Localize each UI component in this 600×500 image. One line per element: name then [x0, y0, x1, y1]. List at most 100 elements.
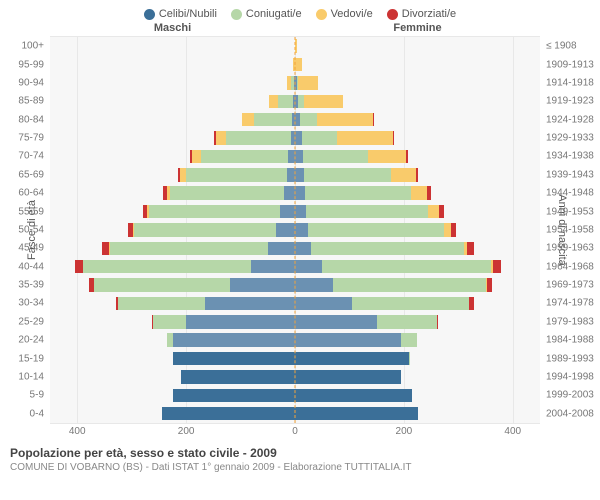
- age-row: 50-541954-1958: [50, 221, 540, 239]
- bar-segment: [295, 389, 412, 403]
- age-label: 80-84: [6, 114, 50, 125]
- bar-segment: [295, 150, 303, 164]
- bar-segment: [205, 297, 295, 311]
- header-male: Maschi: [50, 22, 295, 34]
- age-row: 20-241984-1988: [50, 331, 540, 349]
- legend-item: Coniugati/e: [231, 8, 302, 20]
- bar-segment: [118, 297, 205, 311]
- legend-swatch: [231, 9, 242, 20]
- bar-segment: [377, 315, 437, 329]
- bar-segment: [280, 205, 295, 219]
- age-row: 60-641944-1948: [50, 184, 540, 202]
- bar-segment: [295, 168, 304, 182]
- bar-segment: [242, 113, 254, 127]
- bar-segment: [427, 186, 430, 200]
- x-tick: 400: [69, 426, 86, 437]
- age-label: 35-39: [6, 280, 50, 291]
- age-row: 15-191989-1993: [50, 349, 540, 367]
- bar-segment: [226, 131, 290, 145]
- pyramid-chart: Fasce di età Anni di nascita 100+≤ 19089…: [0, 36, 600, 424]
- bar-segment: [254, 113, 292, 127]
- age-row: 65-691939-1943: [50, 166, 540, 184]
- age-row: 0-42004-2008: [50, 405, 540, 423]
- legend-label: Vedovi/e: [331, 8, 373, 20]
- bar-segment: [186, 168, 287, 182]
- bar-segment: [83, 260, 252, 274]
- bar-segment: [295, 186, 305, 200]
- age-row: 35-391969-1973: [50, 276, 540, 294]
- birth-label: 1949-1953: [540, 206, 596, 217]
- bar-segment: [337, 131, 393, 145]
- age-label: 10-14: [6, 371, 50, 382]
- age-label: 85-89: [6, 96, 50, 107]
- bar-segment: [304, 168, 391, 182]
- age-label: 5-9: [6, 390, 50, 401]
- legend-label: Coniugati/e: [246, 8, 302, 20]
- bar-segment: [493, 260, 501, 274]
- bar-segment: [110, 242, 268, 256]
- bar-segment: [311, 242, 463, 256]
- chart-title: Popolazione per età, sesso e stato civil…: [10, 446, 590, 460]
- birth-label: 1934-1938: [540, 151, 596, 162]
- bar-segment: [295, 242, 311, 256]
- age-row: 80-841924-1928: [50, 111, 540, 129]
- age-label: 75-79: [6, 133, 50, 144]
- legend-swatch: [387, 9, 398, 20]
- age-label: 70-74: [6, 151, 50, 162]
- bar-segment: [192, 150, 202, 164]
- bar-segment: [391, 168, 416, 182]
- bar-segment: [295, 58, 302, 72]
- bar-segment: [295, 205, 306, 219]
- bar-segment: [94, 278, 230, 292]
- bar-segment: [306, 205, 429, 219]
- bar-segment: [287, 168, 295, 182]
- column-headers: Maschi Femmine: [0, 22, 600, 36]
- birth-label: 1939-1943: [540, 169, 596, 180]
- bar-segment: [373, 113, 374, 127]
- bar-segment: [295, 297, 352, 311]
- age-label: 100+: [6, 41, 50, 52]
- age-label: 90-94: [6, 77, 50, 88]
- age-row: 90-941914-1918: [50, 74, 540, 92]
- bar-segment: [393, 131, 394, 145]
- age-row: 25-291979-1983: [50, 313, 540, 331]
- bar-rows: 100+≤ 190895-991909-191390-941914-191885…: [50, 37, 540, 423]
- bar-segment: [75, 260, 83, 274]
- age-row: 45-491959-1963: [50, 239, 540, 257]
- legend-label: Celibi/Nubili: [159, 8, 217, 20]
- bar-segment: [170, 186, 284, 200]
- legend-swatch: [144, 9, 155, 20]
- age-row: 55-591949-1953: [50, 202, 540, 220]
- bar-segment: [269, 95, 278, 109]
- bar-segment: [406, 150, 408, 164]
- birth-label: 1929-1933: [540, 133, 596, 144]
- bar-segment: [173, 352, 296, 366]
- birth-label: 1954-1958: [540, 224, 596, 235]
- age-row: 85-891919-1923: [50, 92, 540, 110]
- birth-label: 1919-1923: [540, 96, 596, 107]
- birth-label: 1909-1913: [540, 59, 596, 70]
- age-label: 0-4: [6, 408, 50, 419]
- bar-segment: [295, 407, 418, 421]
- age-row: 75-791929-1933: [50, 129, 540, 147]
- birth-label: 1979-1983: [540, 316, 596, 327]
- bar-segment: [305, 186, 411, 200]
- birth-label: 1989-1993: [540, 353, 596, 364]
- bar-segment: [230, 278, 295, 292]
- age-row: 70-741934-1938: [50, 147, 540, 165]
- bar-segment: [428, 205, 439, 219]
- age-label: 30-34: [6, 298, 50, 309]
- bar-segment: [295, 333, 401, 347]
- age-label: 95-99: [6, 59, 50, 70]
- bar-segment: [300, 113, 316, 127]
- age-label: 15-19: [6, 353, 50, 364]
- bar-segment: [295, 39, 297, 53]
- age-label: 25-29: [6, 316, 50, 327]
- bar-segment: [162, 407, 295, 421]
- bar-segment: [295, 223, 308, 237]
- bar-segment: [333, 278, 485, 292]
- bar-segment: [173, 389, 296, 403]
- header-female: Femmine: [295, 22, 540, 34]
- legend-item: Celibi/Nubili: [144, 8, 217, 20]
- bar-segment: [201, 150, 288, 164]
